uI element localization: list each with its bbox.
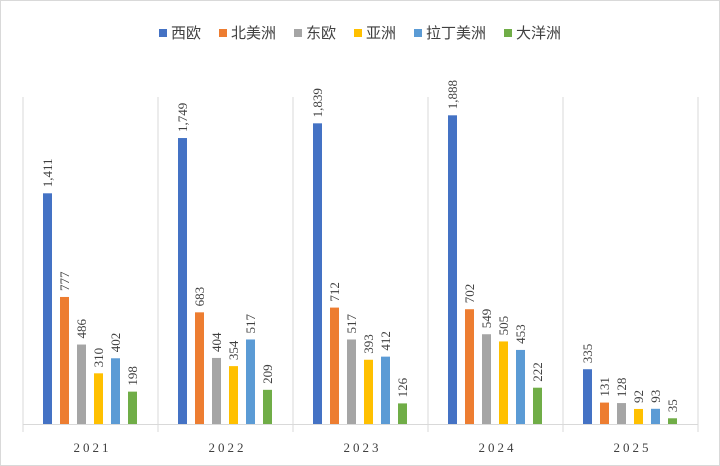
data-label: 131 (597, 377, 612, 397)
data-label: 126 (395, 377, 410, 397)
bar (533, 387, 542, 424)
bar (583, 369, 592, 424)
data-label: 198 (125, 366, 140, 386)
bar (499, 341, 508, 424)
data-label: 93 (648, 390, 663, 403)
bar (634, 408, 643, 424)
data-label: 486 (74, 319, 89, 339)
legend-item: 亚洲 (354, 22, 396, 43)
x-tick-label: 2022 (209, 440, 247, 455)
data-label: 517 (243, 313, 258, 333)
data-label: 354 (226, 340, 241, 360)
bar (364, 359, 373, 424)
data-label: 35 (665, 399, 680, 412)
legend-label: 拉丁美洲 (426, 24, 487, 42)
data-label: 453 (513, 324, 528, 344)
bar (448, 115, 457, 424)
data-label: 335 (580, 344, 595, 364)
bar (178, 138, 187, 424)
data-label: 505 (496, 316, 511, 336)
bar (330, 307, 339, 424)
bar (77, 344, 86, 424)
data-label: 1,888 (445, 80, 460, 109)
data-label: 549 (479, 309, 494, 329)
data-label: 683 (192, 287, 207, 307)
legend-swatch (218, 28, 227, 37)
data-label: 1,411 (40, 159, 55, 188)
bar (600, 402, 609, 424)
data-label: 777 (57, 271, 72, 291)
legend-label: 大洋洲 (516, 24, 562, 42)
data-label: 1,749 (175, 103, 190, 132)
data-label: 712 (327, 282, 342, 302)
legend-label: 西欧 (170, 24, 201, 42)
legend-swatch (354, 28, 362, 37)
bar (398, 403, 407, 424)
bar (212, 357, 221, 424)
legend-item: 拉丁美洲 (414, 22, 486, 43)
bar (482, 334, 491, 424)
data-label: 209 (260, 364, 275, 384)
bar (229, 366, 238, 424)
bar (195, 312, 204, 424)
x-tick-label: 2025 (614, 440, 652, 455)
legend-swatch (504, 28, 513, 37)
bar (60, 296, 69, 424)
data-label: 128 (614, 378, 629, 398)
legend-label: 北美洲 (230, 24, 276, 42)
data-label: 310 (91, 348, 106, 368)
bar (263, 389, 272, 424)
bar (111, 358, 120, 424)
bar (128, 391, 137, 424)
bar (668, 418, 677, 424)
legend-swatch (158, 28, 167, 37)
bar (94, 373, 103, 424)
bar (617, 403, 626, 424)
data-label: 92 (631, 390, 646, 403)
bar (43, 193, 52, 424)
legend-swatch (414, 28, 423, 37)
legend-item: 北美洲 (218, 22, 276, 43)
bar (516, 349, 525, 424)
data-label: 222 (530, 362, 545, 382)
bar (313, 123, 322, 425)
data-label: 412 (378, 331, 393, 351)
legend-label: 东欧 (305, 24, 336, 42)
legend-item: 西欧 (158, 22, 201, 43)
legend-label: 亚洲 (366, 24, 397, 42)
legend-item: 大洋洲 (504, 22, 561, 43)
data-label: 393 (361, 334, 376, 354)
x-tick-label: 2023 (344, 440, 382, 455)
legend: 西欧 北美洲 东欧 亚洲 拉丁美洲 大洋洲 (0, 22, 720, 43)
data-label: 1,839 (310, 88, 325, 117)
data-label: 402 (108, 333, 123, 353)
x-tick-label: 2021 (74, 440, 112, 455)
data-label: 517 (344, 313, 359, 333)
bar (381, 356, 390, 424)
bar (246, 339, 255, 424)
data-label: 404 (209, 332, 224, 352)
x-tick-label: 2024 (479, 440, 517, 455)
bar (347, 339, 356, 424)
legend-swatch (293, 28, 302, 37)
legend-item: 东欧 (293, 22, 336, 43)
data-label: 702 (462, 284, 477, 304)
bar (651, 408, 660, 424)
bar (465, 309, 474, 424)
